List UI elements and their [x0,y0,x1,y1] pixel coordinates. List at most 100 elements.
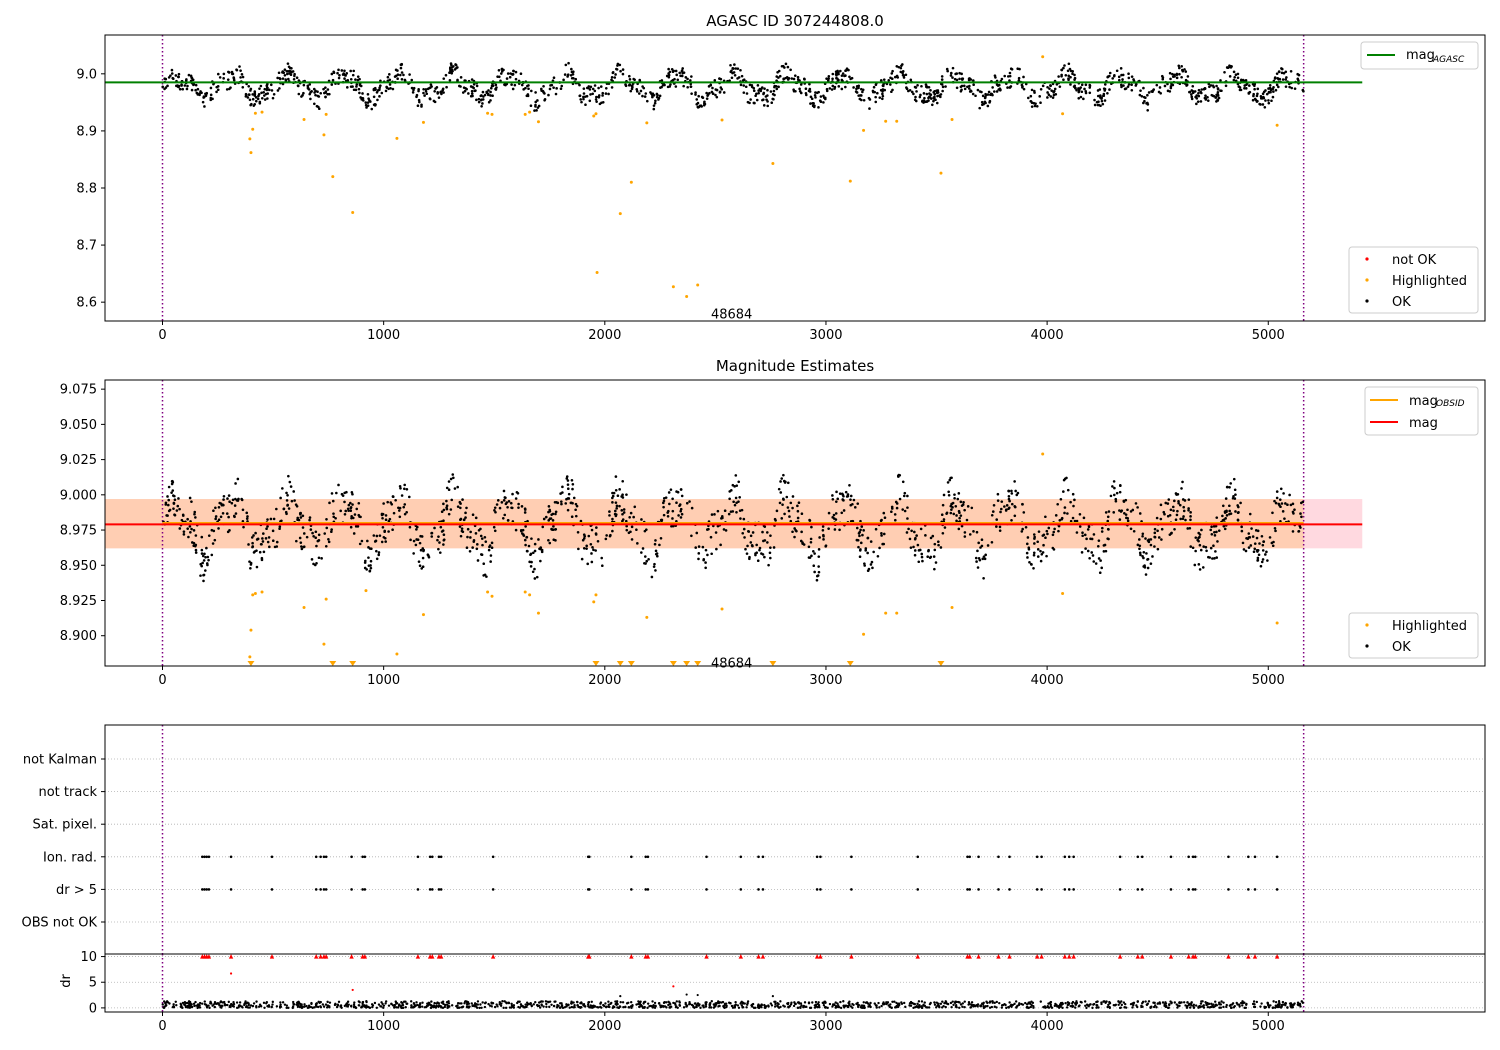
ok-point [194,88,197,92]
ok-point [508,75,512,79]
ok-point [645,528,648,531]
ok-point [565,475,569,478]
legend-marker [1365,257,1369,261]
ok-point [814,1003,818,1006]
ok-point [689,85,693,88]
ok-point [1267,101,1271,105]
ok-point [836,1002,839,1005]
ok-point [491,94,494,98]
ok-point [452,476,455,480]
ok-point [1139,89,1142,92]
ok-point [978,90,982,93]
ok-point [835,500,838,503]
ok-point [611,517,614,521]
ok-point [929,536,933,540]
ok-point [1216,94,1220,97]
ok-point [1131,1006,1134,1009]
ok-point [677,514,680,517]
flag-point [350,888,353,891]
ok-point [889,76,892,80]
ok-point [730,1004,734,1008]
ok-point [399,486,402,490]
ok-point [1225,514,1229,517]
ok-point [375,91,379,94]
ok-point [737,1006,741,1010]
ok-point [432,1006,435,1009]
dr-clipped-marker [1168,954,1174,959]
ok-point [1215,516,1219,519]
ok-point [678,1000,681,1003]
ok-point [1261,543,1265,547]
ok-point [234,497,237,501]
ok-point [1296,1001,1300,1004]
ok-point [1236,72,1240,76]
x-tick-label: 3000 [809,1019,842,1034]
flag-category-label: OBS not OK [22,916,98,931]
ok-point [355,83,359,86]
ok-point [400,71,404,74]
ok-point [934,98,937,102]
ok-point [844,85,847,89]
ok-point [786,65,790,69]
ok-point [1117,1003,1120,1006]
ok-point [853,506,857,509]
ok-point [388,83,392,86]
ok-point [392,511,396,515]
ok-point [264,92,268,96]
ok-point [218,76,222,79]
ok-point [1268,536,1272,539]
ok-point [704,561,707,564]
ok-point [906,494,909,498]
ok-point [1272,90,1275,93]
ok-point [529,104,533,108]
ok-point [950,71,953,75]
ok-point [882,511,886,515]
ok-point [1197,539,1200,543]
ok-point [1285,76,1288,79]
ok-point [527,544,531,548]
ok-point [1180,75,1183,79]
ok-point [1204,545,1208,549]
ok-point [817,1004,821,1007]
ok-point [1095,1006,1098,1009]
clipped-marker [683,661,691,666]
ok-point [425,1004,429,1008]
ok-point [1213,530,1216,534]
ok-point [920,555,924,559]
ok-point [519,72,523,76]
clipped-marker [669,661,677,666]
ok-point [1030,1003,1033,1007]
ok-point [1138,547,1141,551]
ok-point [504,502,508,506]
ok-point [1146,566,1150,570]
ok-point [1234,73,1238,77]
ok-point [811,1001,814,1004]
ok-point [203,1000,206,1003]
ok-point [553,1000,556,1003]
ok-point [235,68,238,71]
ok-point [1176,1006,1179,1009]
ok-point [497,68,501,72]
ok-point [1085,537,1088,541]
ok-point [869,1005,872,1009]
ok-point [168,1002,171,1005]
ok-point [641,94,644,98]
ok-point [953,496,956,500]
ok-point [1247,92,1251,95]
ok-point [635,88,639,91]
ok-point [889,83,892,86]
ok-point [572,70,575,74]
ok-point [436,538,439,542]
ok-point [813,93,817,97]
ok-point [186,527,189,530]
ok-point [332,515,336,519]
ok-point [804,87,808,91]
ok-point [936,91,940,94]
ok-point [1080,1001,1083,1004]
ok-point [718,91,722,94]
ok-point [271,1000,275,1004]
ok-point [1277,85,1280,89]
highlighted-point [302,117,306,121]
